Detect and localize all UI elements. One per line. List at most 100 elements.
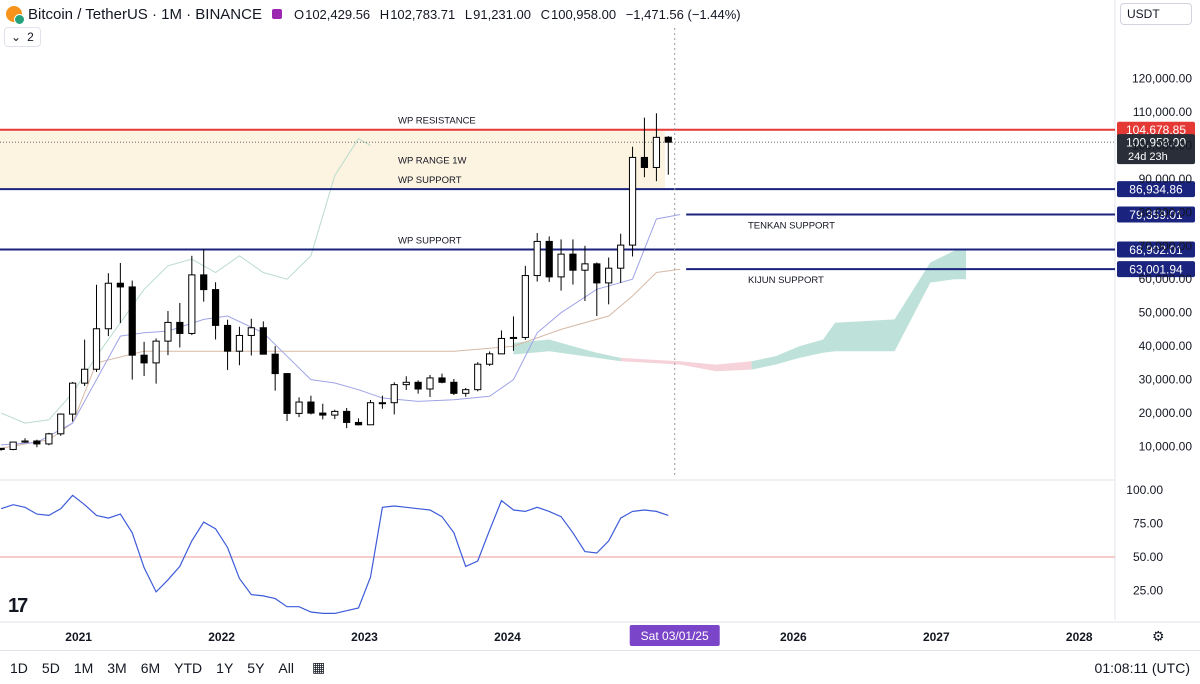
range-5y[interactable]: 5Y (247, 659, 265, 676)
time-tick-label: 2022 (208, 630, 235, 644)
candle-body (509, 336, 518, 339)
rsi-tick-label: 25.00 (1133, 584, 1163, 598)
level-price-text: 86,934.86 (1129, 183, 1183, 197)
range-6m[interactable]: 6M (140, 659, 161, 676)
wp-range-zone (0, 129, 665, 190)
time-tick-label: 2021 (65, 630, 92, 644)
cursor-date-text: Sat 03/01/25 (641, 629, 709, 643)
candle-body (57, 413, 65, 435)
price-tick-label: 50,000.00 (1139, 306, 1193, 320)
candle-body (485, 353, 494, 365)
candle-body (271, 353, 279, 375)
bitcoin-logo-icon (6, 6, 25, 25)
level-price-tag (1117, 206, 1195, 223)
level-price-text: 79,359.01 (1129, 208, 1183, 222)
price-tick-label: 120,000.00 (1132, 71, 1192, 85)
range-all[interactable]: All (278, 659, 294, 676)
candle-body (593, 263, 601, 284)
time-tick-label: 2026 (780, 630, 807, 644)
level-price-text: 68,902.01 (1129, 243, 1183, 257)
cloud-bullish-area (513, 339, 621, 362)
candle-body (140, 354, 148, 364)
indicators-toggle[interactable]: ⌄ 2 (4, 27, 41, 47)
level-price-tag (1117, 121, 1195, 138)
candle-body (259, 327, 267, 355)
candle-countdown: 24d 23h (1128, 151, 1168, 163)
candle-body (557, 253, 565, 278)
candle-body (319, 412, 327, 416)
candle-body (533, 240, 541, 277)
range-1m[interactable]: 1M (73, 659, 94, 676)
candle-body (176, 321, 184, 334)
candle-body (92, 328, 101, 370)
rsi-tick-label: 100.00 (1126, 483, 1163, 497)
ohlc-readout: O102,429.56 H102,783.71 L91,231.00 C100,… (293, 6, 741, 22)
kijun-line (1, 268, 681, 449)
price-tick-label: 110,000.00 (1133, 105, 1192, 119)
candle-body (33, 440, 41, 445)
candle-body (247, 327, 255, 336)
candle-body (0, 447, 5, 450)
candle-body (211, 289, 220, 326)
candle-body (81, 368, 89, 384)
last-price-text: 100,958.00 (1126, 136, 1186, 150)
cloud-bullish-area (751, 249, 966, 370)
level-label: TENKAN SUPPORT (748, 220, 835, 231)
candle-body (354, 421, 363, 426)
price-tick-label: 10,000.00 (1139, 440, 1193, 454)
price-tick-label: 40,000.00 (1139, 339, 1193, 353)
range-5d[interactable]: 5D (41, 659, 60, 676)
clock-readout[interactable]: 01:08:11 (UTC) (1094, 660, 1190, 676)
range-3m[interactable]: 3M (107, 659, 127, 676)
candle-body (283, 373, 291, 414)
candle-body (116, 282, 124, 288)
candle-body (295, 401, 303, 414)
level-price-text: 104,678.85 (1126, 123, 1186, 137)
currency-label: USDT (1127, 7, 1160, 21)
range-ytd[interactable]: YTD (174, 659, 203, 676)
candle-body (307, 401, 315, 414)
candle-body (569, 253, 577, 271)
candle-body (652, 136, 661, 168)
candle-body (343, 410, 351, 423)
candle-body (152, 340, 160, 364)
level-label: WP SUPPORT (398, 235, 462, 246)
calendar-icon[interactable]: ▦ (311, 659, 326, 675)
level-label: WP RESISTANCE (398, 116, 476, 127)
market-status-icon (271, 9, 282, 19)
range-1y[interactable]: 1Y (216, 659, 234, 676)
zone-label: WP RANGE 1W (398, 156, 466, 167)
price-change: −1,471.56 (−1.44%) (625, 6, 741, 22)
chart-header: Bitcoin / TetherUS · 1M · BINANCE O102,4… (0, 0, 747, 28)
rsi-tick-label: 75.00 (1133, 516, 1163, 530)
candle-body (331, 410, 339, 416)
price-tick-label: 20,000.00 (1139, 406, 1193, 420)
candle-body (45, 433, 53, 445)
symbol-title[interactable]: Bitcoin / TetherUS · 1M · BINANCE (28, 5, 262, 23)
range-1d[interactable]: 1D (10, 659, 28, 676)
candle-body (438, 377, 446, 383)
price-tick-label: 30,000.00 (1139, 373, 1193, 387)
price-tick-label: 60,000.00 (1139, 272, 1193, 286)
candle-body (426, 377, 434, 390)
candle-body (617, 244, 625, 269)
candle-body (235, 334, 244, 352)
candle-body (462, 389, 470, 394)
candle-body (104, 282, 112, 330)
candle-body (128, 286, 136, 356)
chevron-down-icon: ⌄ (11, 30, 22, 44)
level-label: WP SUPPORT (398, 175, 462, 186)
indicator-count: 2 (27, 30, 34, 44)
gear-icon[interactable]: ⚙ (1152, 628, 1165, 644)
time-tick-label: 2023 (351, 630, 378, 644)
time-tick-label: 2028 (1066, 630, 1093, 644)
candle-body (378, 402, 386, 405)
candle-body (188, 274, 196, 334)
currency-selector[interactable]: USDT (1120, 3, 1192, 25)
candle-body (69, 382, 77, 415)
candle-body (200, 274, 208, 291)
candle-body (9, 441, 17, 450)
candle-body (664, 136, 672, 143)
tradingview-logo-icon[interactable]: 17 (8, 595, 28, 617)
